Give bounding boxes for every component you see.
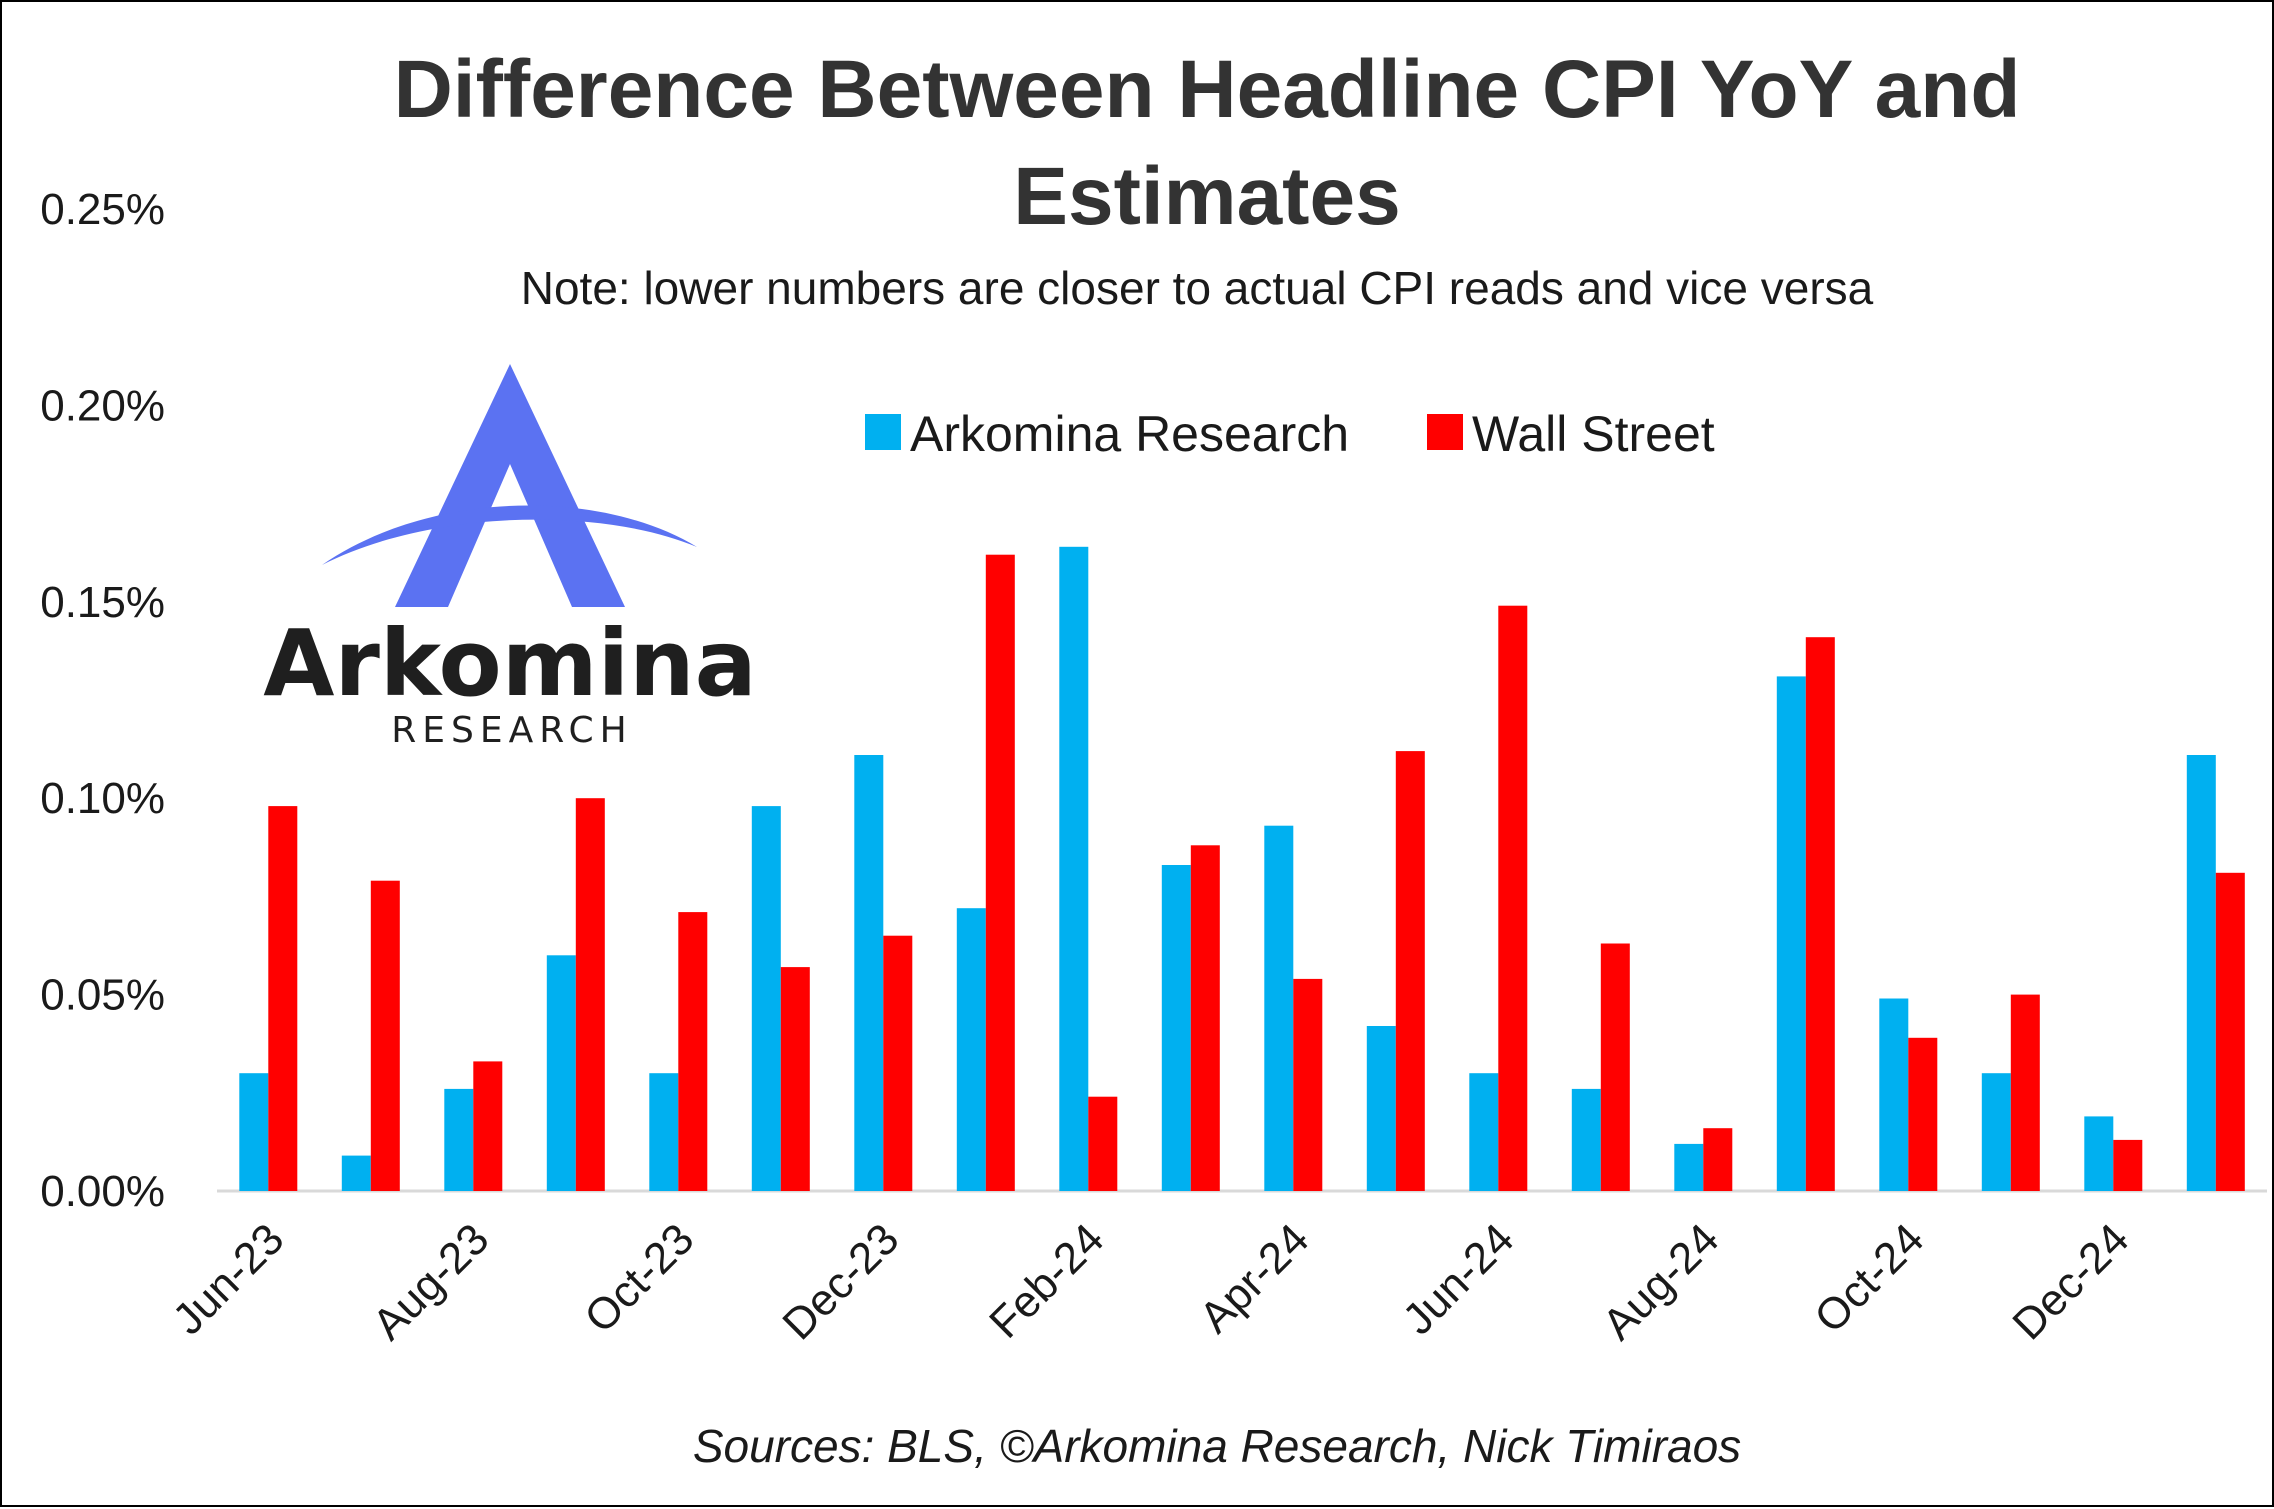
bar-wall-street (2113, 1139, 2143, 1191)
bar-wall-street (1190, 845, 1220, 1191)
bar-arkomina (1981, 1073, 2011, 1191)
legend-label-arkomina: Arkomina Research (910, 406, 1349, 462)
legend-swatch-wall-street (1427, 414, 1463, 450)
bar-arkomina (341, 1155, 371, 1191)
chart-title-line-2: Estimates (1013, 151, 1400, 242)
bar-wall-street (2010, 994, 2040, 1191)
bar-wall-street (1908, 1037, 1938, 1191)
x-tick-label: Dec-23 (773, 1214, 908, 1349)
logo-subtitle: RESEARCH (391, 710, 632, 751)
bar-arkomina (2186, 755, 2216, 1191)
bar-wall-street (1498, 605, 1528, 1191)
bar-wall-street (1395, 751, 1425, 1191)
bar-arkomina (239, 1073, 269, 1191)
logo-swoosh (322, 505, 697, 565)
bar-wall-street (473, 1061, 503, 1191)
x-tick-label: Oct-24 (1805, 1214, 1933, 1342)
bar-wall-street (1293, 978, 1323, 1191)
y-tick-label: 0.05% (40, 971, 165, 1020)
bar-arkomina (1059, 546, 1089, 1191)
x-tick-label: Aug-23 (363, 1214, 498, 1349)
bar-arkomina (1571, 1088, 1601, 1191)
x-tick-label: Feb-24 (980, 1214, 1113, 1347)
bar-arkomina (1469, 1073, 1499, 1191)
logo-a-mark (395, 364, 625, 607)
bar-arkomina (751, 806, 781, 1191)
bar-arkomina (1674, 1143, 1704, 1191)
bar-wall-street (1805, 637, 1835, 1191)
x-tick-label: Jun-23 (164, 1214, 294, 1344)
bar-wall-street (883, 935, 913, 1191)
bar-arkomina (2084, 1116, 2114, 1191)
bar-wall-street (575, 798, 605, 1191)
x-tick-label: Aug-24 (1593, 1214, 1728, 1349)
bar-arkomina (956, 908, 986, 1191)
bar-arkomina (1161, 865, 1191, 1191)
x-axis: Jun-23 Aug-23 Oct-23 Dec-23 Feb-24 Apr-24 Jun-… (164, 1214, 2139, 1349)
y-tick-label: 0.25% (40, 185, 165, 234)
y-tick-label: 0.10% (40, 774, 165, 823)
bar-wall-street (1088, 1096, 1118, 1191)
legend-label-wall-street: Wall Street (1472, 406, 1715, 462)
bar-arkomina (1776, 676, 1806, 1191)
bar-arkomina (1264, 825, 1294, 1191)
bar-wall-street (1600, 943, 1630, 1191)
chart-title-line-1: Difference Between Headline CPI YoY and (394, 44, 2021, 135)
chart-subtitle: Note: lower numbers are closer to actual… (521, 262, 1874, 314)
bar-wall-street (780, 967, 810, 1191)
bar-arkomina (854, 755, 884, 1191)
x-tick-label: Apr-24 (1190, 1214, 1318, 1342)
bar-arkomina (444, 1088, 474, 1191)
legend: Arkomina Research Wall Street (865, 406, 1715, 462)
y-tick-label: 0.20% (40, 381, 165, 430)
bar-wall-street (268, 806, 298, 1191)
x-tick-label: Dec-24 (2003, 1214, 2138, 1349)
bar-wall-street (2215, 872, 2245, 1191)
y-tick-label: 0.00% (40, 1167, 165, 1216)
logo-wordmark: Arkomina (263, 610, 756, 717)
bar-wall-street (370, 880, 400, 1191)
bars (239, 546, 2245, 1191)
bar-arkomina (546, 955, 576, 1191)
source-note: Sources: BLS, ©Arkomina Research, Nick T… (693, 1420, 1741, 1472)
legend-swatch-arkomina (865, 414, 901, 450)
bar-arkomina (1366, 1026, 1396, 1191)
bar-wall-street (678, 912, 708, 1191)
arkomina-logo: Arkomina RESEARCH (263, 364, 757, 751)
x-tick-label: Oct-23 (575, 1214, 703, 1342)
y-tick-label: 0.15% (40, 578, 165, 627)
y-axis: 0.00% 0.05% 0.10% 0.15% 0.20% 0.25% (40, 185, 165, 1216)
bar-arkomina (1879, 998, 1909, 1191)
bar-wall-street (1703, 1128, 1733, 1191)
bar-wall-street (985, 554, 1015, 1191)
bar-arkomina (649, 1073, 679, 1191)
x-tick-label: Jun-24 (1394, 1214, 1524, 1344)
